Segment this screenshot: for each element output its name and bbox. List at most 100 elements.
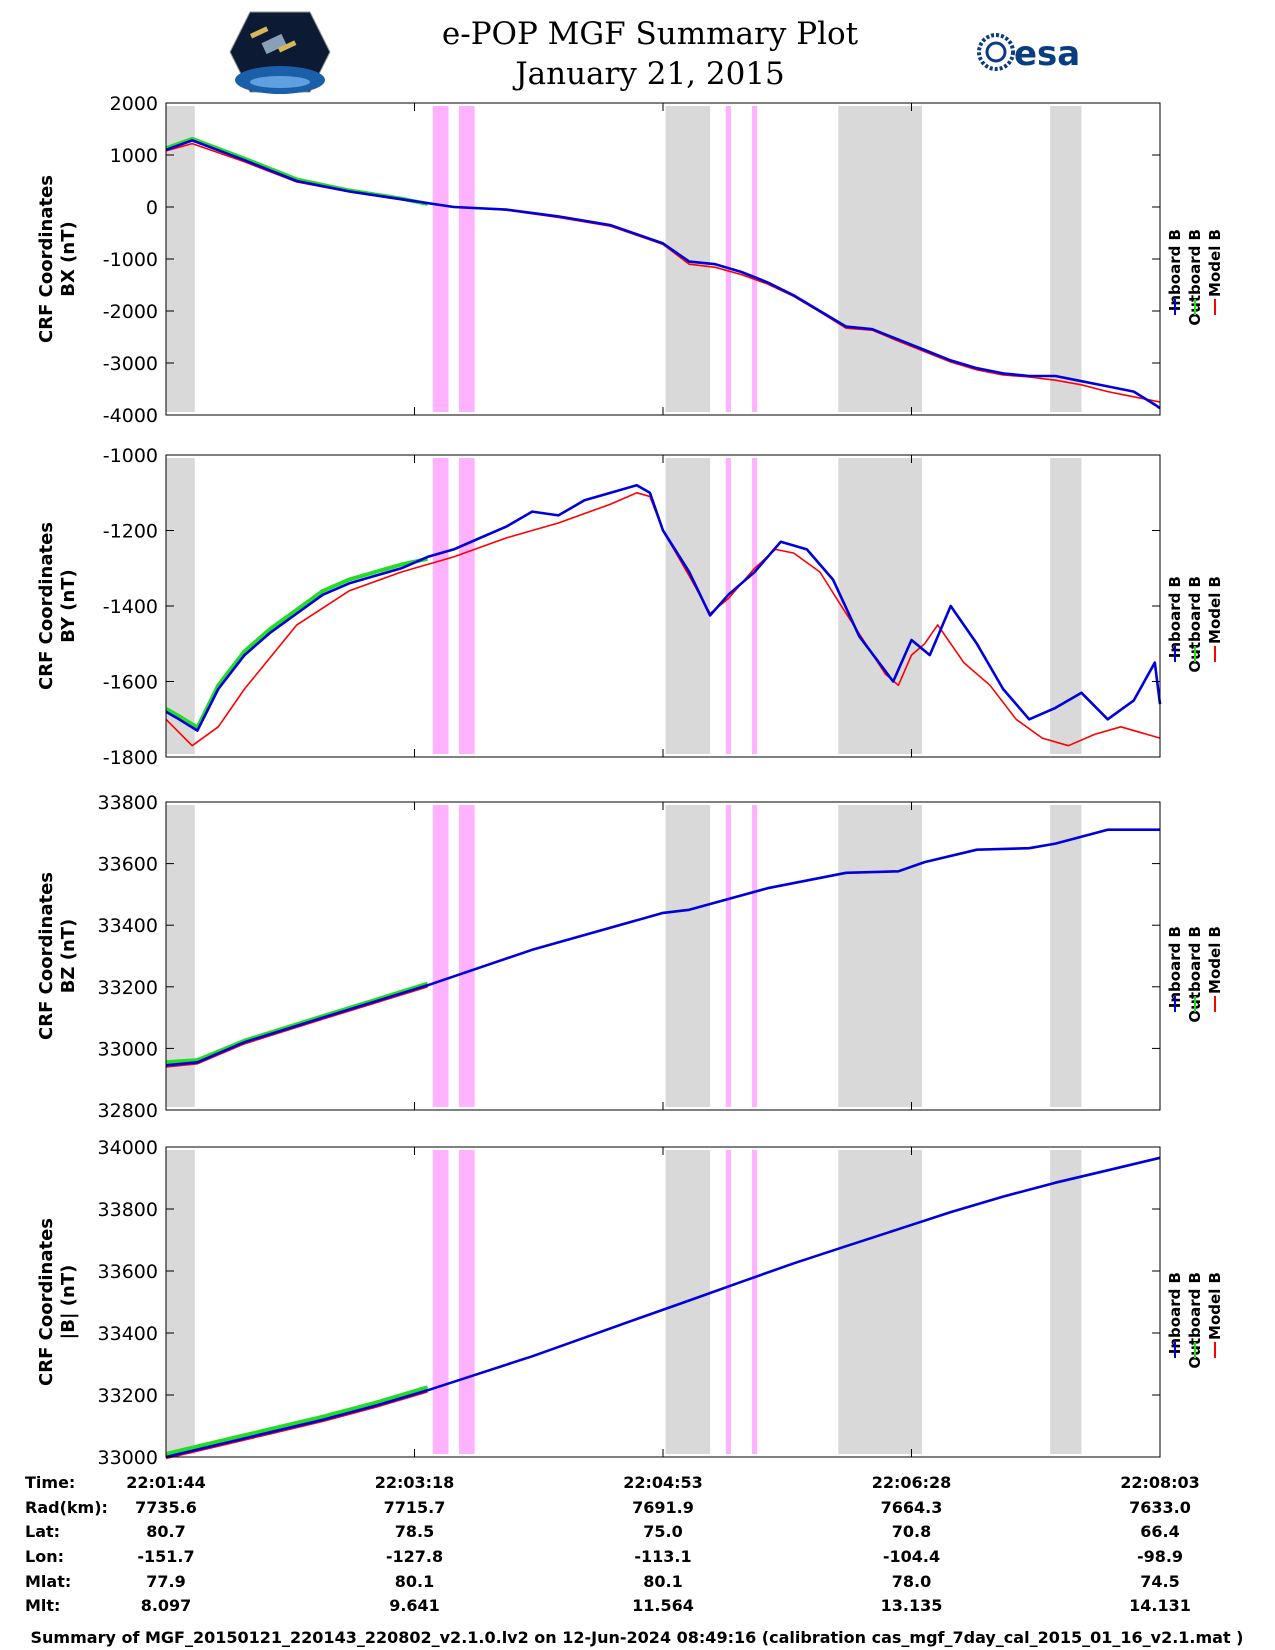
panel-3: 33800 33600 33400 33200 33000 32800 CRF Coordi… xyxy=(36,792,1224,1122)
pink-band-1 xyxy=(432,106,449,412)
info-cell: 9.641 xyxy=(389,1596,440,1615)
y-axis-label-line2: |B| (nT) xyxy=(58,1265,79,1340)
plot-frame xyxy=(165,102,1161,416)
info-cell: 70.8 xyxy=(892,1522,931,1541)
legend-label: Inboard B xyxy=(1166,926,1184,1008)
info-cell: 77.9 xyxy=(146,1572,185,1591)
pink-band-3 xyxy=(725,805,732,1107)
pink-band-3 xyxy=(725,1150,732,1454)
pink-band-2 xyxy=(458,106,475,412)
info-table: Time: Rad(km): Lat: Lon: Mlat: Mlt: 22:0… xyxy=(25,1473,1200,1615)
info-cell: 78.5 xyxy=(395,1522,434,1541)
gray-band-3 xyxy=(838,805,922,1107)
info-cell: 11.564 xyxy=(632,1596,694,1615)
gray-band-1 xyxy=(166,1150,195,1454)
pink-band-2 xyxy=(458,805,475,1107)
info-cell: 66.4 xyxy=(1140,1522,1179,1541)
info-label-rad: Rad(km): xyxy=(25,1498,108,1517)
header: e-POP MGF Summary Plot January 21, 2015 … xyxy=(229,11,1080,94)
plot-date: January 21, 2015 xyxy=(512,56,785,92)
info-label-lat: Lat: xyxy=(25,1522,60,1541)
series-inboard-b xyxy=(165,483,1162,732)
legend-label: Model B xyxy=(1206,926,1224,994)
legend-label: Model B xyxy=(1206,229,1224,297)
panel-1: 2000 1000 0 -1000 -2000 -3000 -4000 CRF Coordin… xyxy=(36,93,1224,427)
y-tick-label: -4000 xyxy=(103,405,158,427)
panels: 2000 1000 0 -1000 -2000 -3000 -4000 CRF Coordin… xyxy=(36,93,1224,1469)
info-row-labels: Time: Rad(km): Lat: Lon: Mlat: Mlt: xyxy=(25,1473,108,1615)
legend-label: Inboard B xyxy=(1166,576,1184,658)
info-cell: 22:06:28 xyxy=(872,1473,952,1492)
y-tick-label: 33600 xyxy=(98,854,158,876)
series-inboard-b xyxy=(165,828,1160,1067)
info-cell: 80.1 xyxy=(643,1572,682,1591)
info-cell: 7735.6 xyxy=(135,1498,197,1517)
y-tick-label: -2000 xyxy=(103,301,158,323)
info-cell: 22:03:18 xyxy=(375,1473,455,1492)
info-cell: -104.4 xyxy=(883,1547,940,1566)
series-model-b xyxy=(165,986,428,1068)
series-model-b xyxy=(165,491,1161,747)
y-tick-label: -1000 xyxy=(103,445,158,467)
pink-band-4 xyxy=(751,1150,758,1454)
info-cell: 7691.9 xyxy=(632,1498,694,1517)
y-tick-label: 0 xyxy=(146,197,158,219)
info-columns: 22:01:44 7735.6 80.7 -151.7 77.9 8.097 22:03:1… xyxy=(126,1473,1200,1615)
info-cell: 8.097 xyxy=(141,1596,192,1615)
y-tick-label: -1000 xyxy=(103,249,158,271)
y-tick-label: 33400 xyxy=(98,1323,158,1345)
info-label-mlat: Mlat: xyxy=(25,1572,71,1591)
legend-label: Outboard B xyxy=(1186,926,1204,1023)
info-cell: 75.0 xyxy=(643,1522,682,1541)
legend-label: Inboard B xyxy=(1166,1272,1184,1354)
y-tick-label: -1800 xyxy=(103,747,158,769)
legend-label: Model B xyxy=(1206,1272,1224,1340)
y-tick-label: -1200 xyxy=(103,521,158,543)
series-outboard-b xyxy=(165,556,429,730)
y-axis-label-line2: BX (nT) xyxy=(58,221,79,296)
legend-label: Outboard B xyxy=(1186,576,1204,673)
gray-band-4 xyxy=(1050,106,1082,412)
pink-band-1 xyxy=(432,805,449,1107)
y-tick-label: 33800 xyxy=(98,792,158,814)
y-tick-label: 33000 xyxy=(98,1038,158,1060)
gray-band-1 xyxy=(166,805,195,1107)
info-label-lon: Lon: xyxy=(25,1547,64,1566)
y-tick-label: 33200 xyxy=(98,1385,158,1407)
esa-logo-text: esa xyxy=(1014,34,1080,74)
pink-band-1 xyxy=(432,458,449,754)
y-axis-label-line1: CRF Coordinates xyxy=(36,175,57,343)
series-outboard-b xyxy=(165,981,429,1065)
y-tick-label: 33000 xyxy=(98,1447,158,1469)
info-cell: 80.1 xyxy=(395,1572,434,1591)
series-outboard-b xyxy=(165,1385,429,1456)
gray-band-3 xyxy=(838,106,922,412)
info-cell: 74.5 xyxy=(1140,1572,1179,1591)
y-tick-label: -3000 xyxy=(103,353,158,375)
pink-band-4 xyxy=(751,458,758,754)
y-tick-label: 34000 xyxy=(98,1137,158,1159)
info-label-mlt: Mlt: xyxy=(25,1596,60,1615)
gray-band-4 xyxy=(1050,1150,1082,1454)
gray-band-2 xyxy=(665,458,711,754)
pink-band-3 xyxy=(725,106,732,412)
y-axis-label-line2: BZ (nT) xyxy=(58,919,79,994)
info-cell: 22:01:44 xyxy=(126,1473,206,1492)
gray-band-2 xyxy=(665,106,711,412)
cassiope-satellite-logo-icon xyxy=(229,11,331,94)
series-inboard-b xyxy=(165,139,1161,410)
pink-band-2 xyxy=(458,458,475,754)
gray-band-3 xyxy=(838,1150,922,1454)
pink-band-2 xyxy=(458,1150,475,1454)
plot-title: e-POP MGF Summary Plot xyxy=(442,16,859,52)
legend-label: Outboard B xyxy=(1186,1272,1204,1369)
info-cell: 14.131 xyxy=(1129,1596,1191,1615)
panel-4: 34000 33800 33600 33400 33200 33000 CRF Coordi… xyxy=(36,1137,1224,1469)
y-tick-label: 33600 xyxy=(98,1261,158,1283)
y-tick-label: 33400 xyxy=(98,915,158,937)
info-cell: -151.7 xyxy=(137,1547,194,1566)
y-tick-label: -1600 xyxy=(103,672,158,694)
gray-band-4 xyxy=(1050,805,1082,1107)
pink-band-3 xyxy=(725,458,732,754)
info-cell: 7633.0 xyxy=(1129,1498,1191,1517)
